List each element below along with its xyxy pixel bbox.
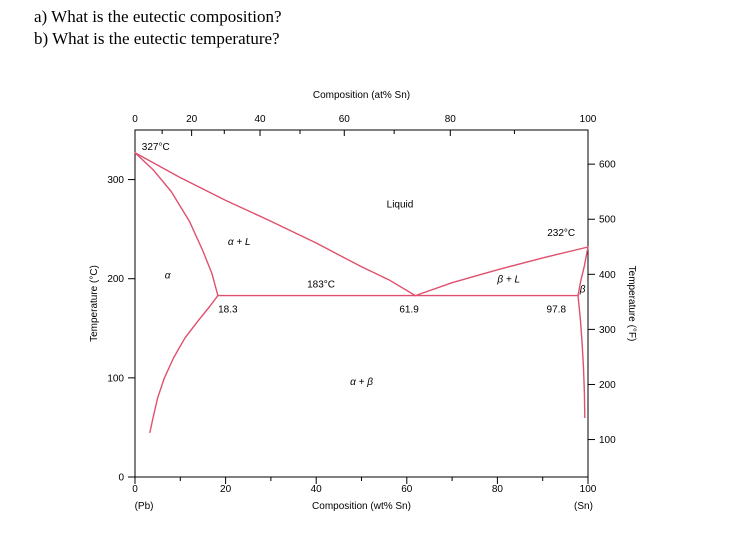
boundary-liquidus_right [414, 246, 589, 297]
top-tick-label: 80 [445, 114, 457, 125]
annotation-α: α [165, 271, 171, 282]
boundary-solidus_right [577, 246, 589, 297]
annotation-β+L: β + L [496, 275, 520, 286]
boundary-solvus_left [149, 294, 219, 434]
left-tick-label: 200 [107, 274, 124, 285]
question-b: b) What is the eutectic temperature? [34, 29, 280, 48]
annotation-Liquid: Liquid [387, 199, 414, 210]
bottom-tick-label: 40 [311, 484, 323, 495]
question-block: a) What is the eutectic composition? b) … [34, 6, 282, 50]
left-axis-title: Temperature (°C) [89, 265, 100, 342]
bottom-tick-label: 60 [401, 484, 413, 495]
top-tick-label: 100 [580, 114, 597, 125]
top-tick-label: 60 [339, 114, 351, 125]
right-tick-label: 300 [599, 325, 616, 336]
annotation-α+β: α + β [350, 377, 373, 388]
annotation-61.9: 61.9 [399, 304, 419, 315]
right-tick-label: 400 [599, 270, 616, 281]
boundary-liquidus_left [134, 152, 417, 297]
boundary-solidus_left [134, 152, 219, 297]
annotation-232°C: 232°C [547, 228, 575, 239]
right-tick-label: 200 [599, 380, 616, 391]
left-tick-label: 300 [107, 175, 124, 186]
bottom-tick-label: 20 [220, 484, 232, 495]
annotation-α+L: α + L [228, 237, 251, 248]
top-tick-label: 40 [254, 114, 266, 125]
right-tick-label: 600 [599, 160, 616, 171]
bottom-tick-label: 80 [492, 484, 504, 495]
left-tick-label: 0 [118, 473, 124, 484]
boundary-solvus_right [577, 294, 586, 419]
annotation-β: β [579, 285, 586, 296]
right-tick-label: 100 [599, 435, 616, 446]
top-tick-label: 20 [186, 114, 198, 125]
question-a: a) What is the eutectic composition? [34, 7, 282, 26]
bottom-axis-title: Composition (wt% Sn) [312, 501, 411, 512]
left-tick-label: 100 [107, 373, 124, 384]
pb-end-label: (Pb) [135, 501, 154, 512]
annotation-18.3: 18.3 [218, 304, 238, 315]
annotation-327°C: 327°C [142, 142, 170, 153]
top-tick-label: 0 [132, 114, 138, 125]
plot-frame [134, 129, 589, 478]
sn-end-label: (Sn) [574, 501, 593, 512]
right-tick-label: 500 [599, 215, 616, 226]
right-axis-title: Temperature (°F) [626, 266, 637, 342]
bottom-tick-label: 0 [132, 484, 138, 495]
annotation-183°C: 183°C [307, 280, 335, 291]
bottom-tick-label: 100 [580, 484, 597, 495]
top-axis-title: Composition (at% Sn) [313, 90, 410, 101]
annotation-97.8: 97.8 [547, 304, 567, 315]
